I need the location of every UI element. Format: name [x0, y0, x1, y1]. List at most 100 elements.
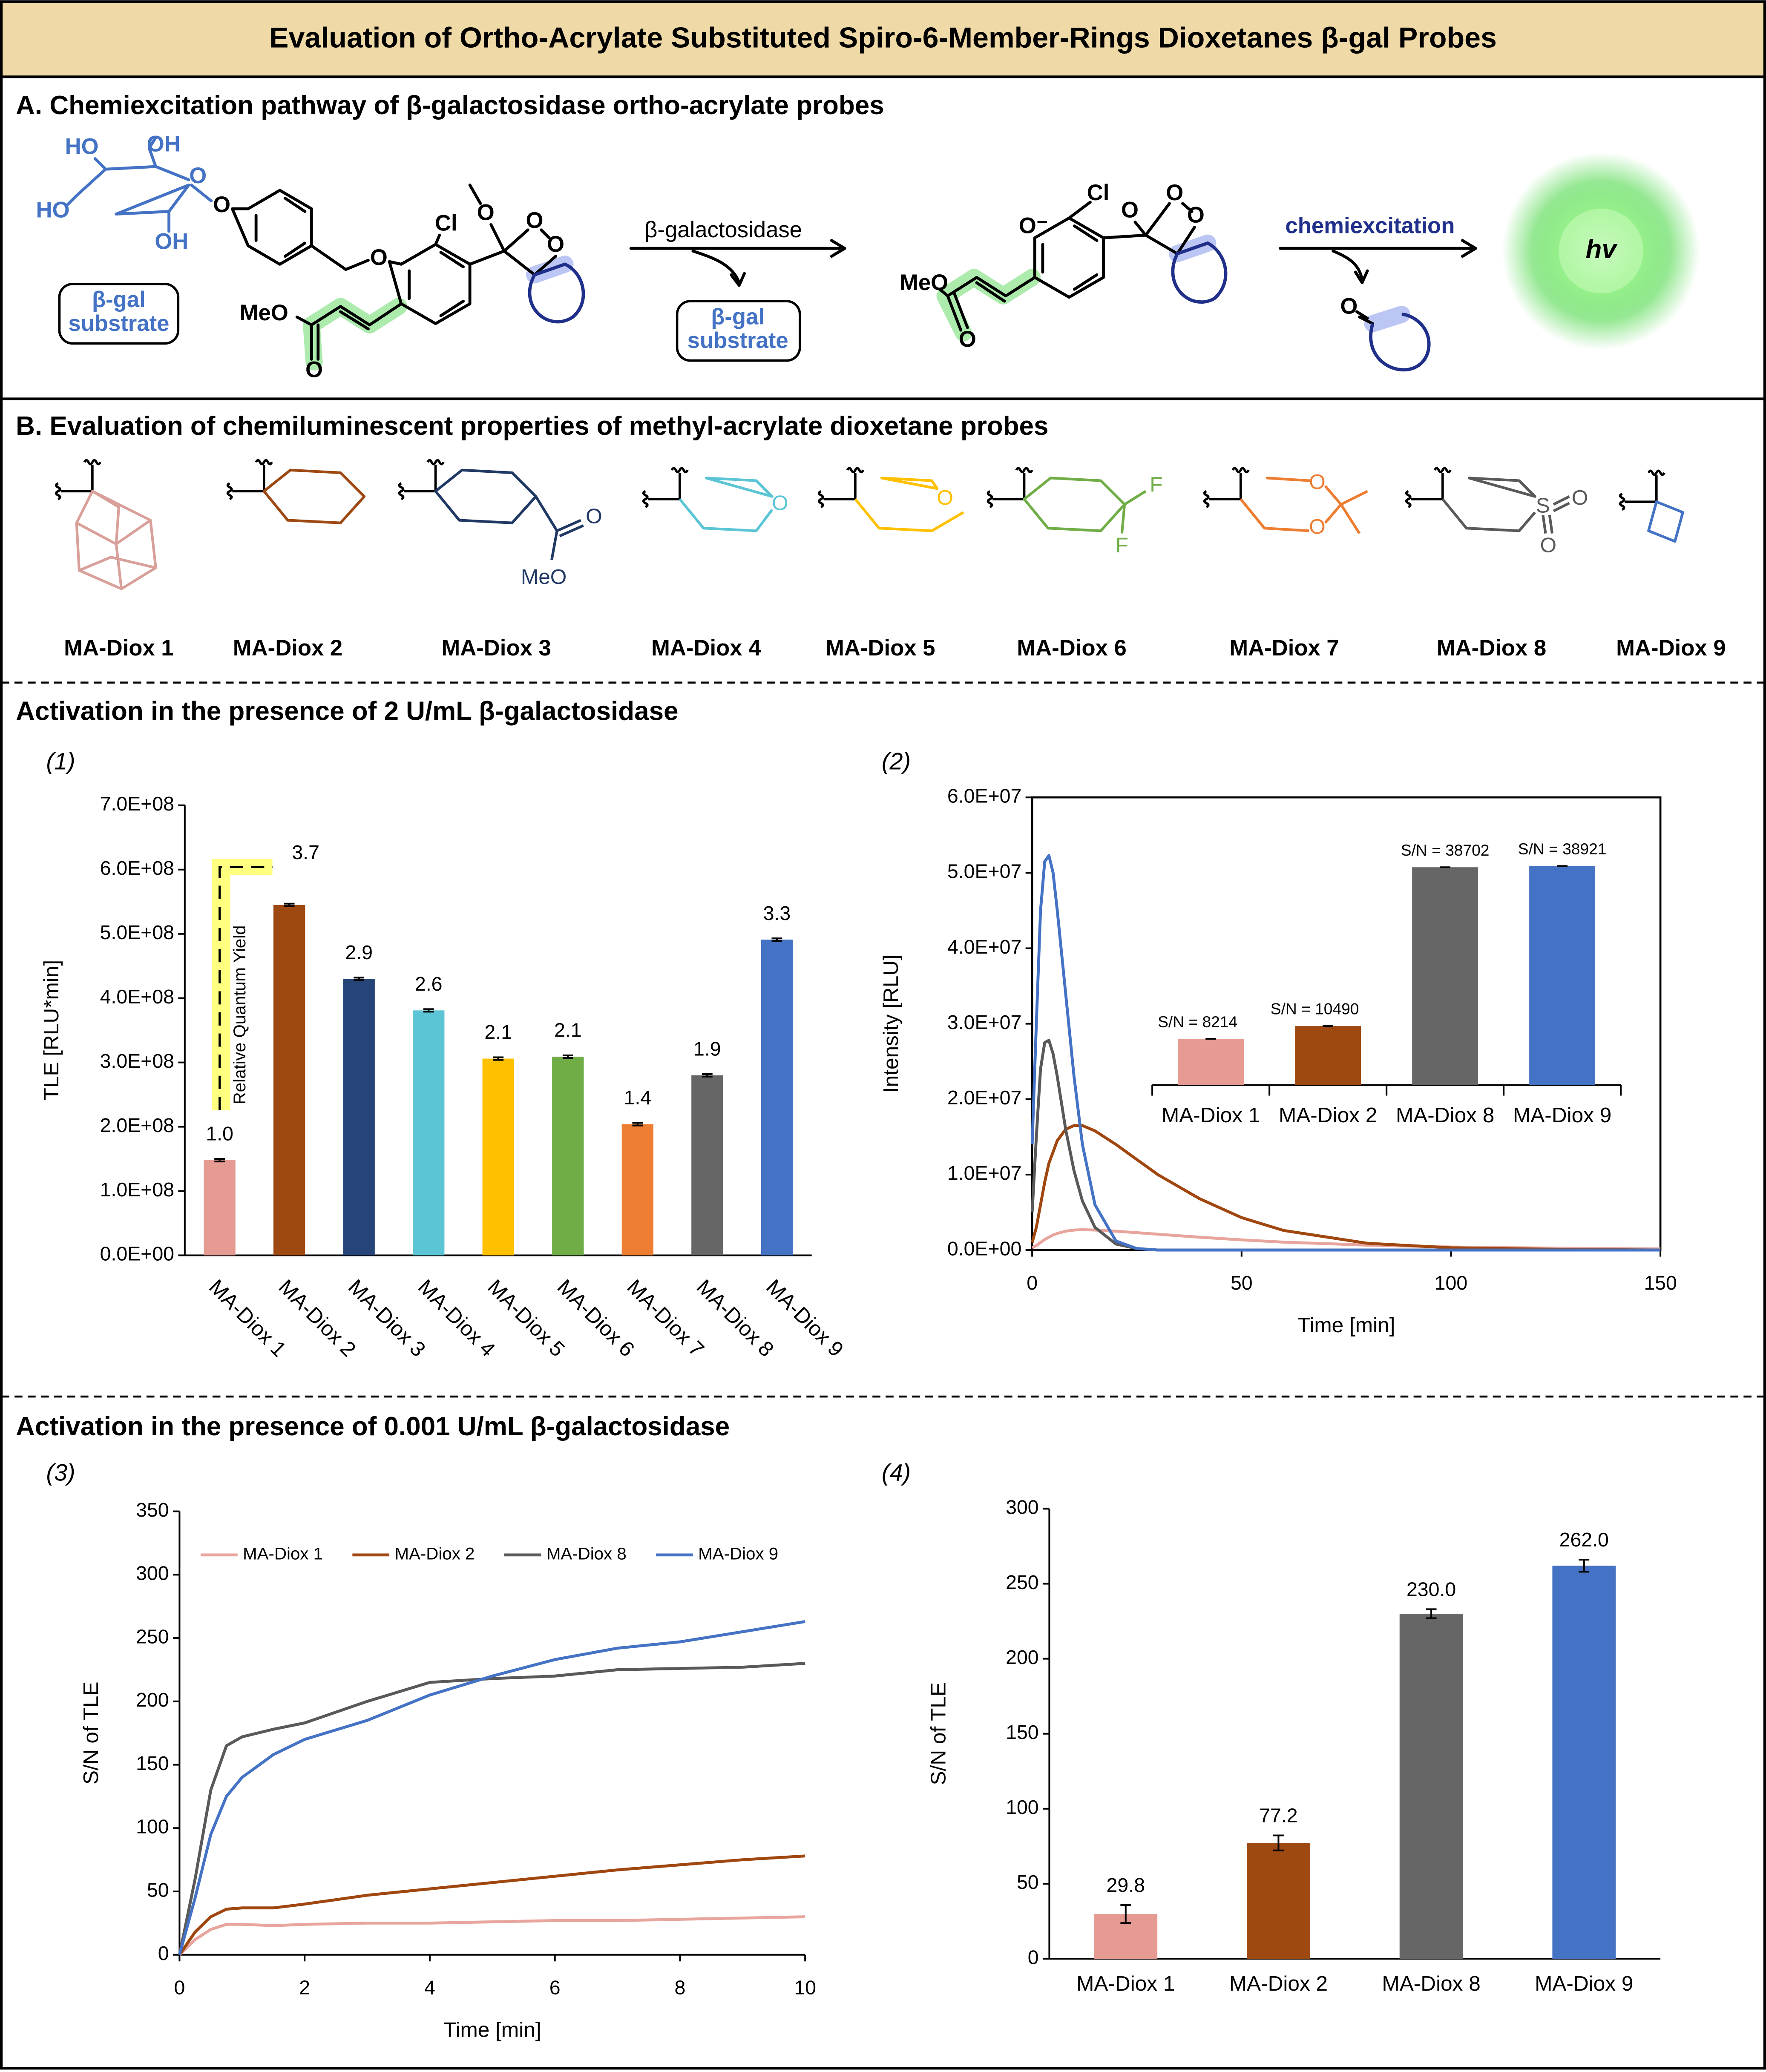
y-tick-label: 200: [136, 1689, 169, 1711]
value-label: 77.2: [1259, 1804, 1297, 1826]
bar: [413, 1010, 445, 1256]
bar: [273, 905, 305, 1256]
error-bar: [1120, 1904, 1131, 1924]
ring: [1647, 500, 1684, 543]
annotation: 2.1: [484, 1021, 512, 1043]
error-bar: [1273, 1834, 1284, 1851]
inset-bar: [1295, 1026, 1361, 1085]
inset-bar: [1178, 1039, 1244, 1085]
panel-b-title: B. Evaluation of chemiluminescent proper…: [16, 411, 1048, 441]
probe-structures: MA-Diox 1 MA-Diox 2 O MeO MA-Diox 3 O MA-Diox …: [55, 459, 1726, 661]
annotation-title: Relative Quantum Yield: [230, 925, 249, 1105]
wavy-bond: [1619, 469, 1665, 511]
title-bar: [0, 0, 1766, 78]
error-bar: [632, 1122, 643, 1127]
y-tick-label: 0: [1028, 1946, 1039, 1968]
y-tick-label: 50: [147, 1879, 169, 1901]
y-tick-label: 50: [1017, 1871, 1039, 1893]
atom: O: [1121, 197, 1139, 222]
error-bar: [562, 1055, 573, 1059]
atom: O: [1166, 180, 1183, 205]
x-tick-label: 8: [675, 1977, 686, 1999]
substituent: [550, 519, 584, 560]
annotation: 3.7: [292, 841, 319, 863]
probe: S O O: [1405, 467, 1588, 557]
ring: [1441, 477, 1536, 532]
chart: (3) S/N of TLE 0 50 100 150 200 250 300 350 0 2 4 6 8 1…: [46, 1460, 816, 2042]
probe-name: MA-Diox 4: [651, 635, 761, 661]
probe-name: MA-Diox 3: [441, 635, 551, 661]
atom: O: [937, 486, 953, 509]
atom: O: [586, 504, 602, 528]
inset-bar: [1529, 866, 1596, 1085]
inset-category: MA-Diox 9: [1513, 1103, 1611, 1127]
wavy-bond: [226, 459, 273, 500]
substrate-label: β-gal: [711, 304, 765, 329]
atom: MeO: [521, 565, 567, 589]
ring: [854, 477, 964, 532]
x-tick-label: 4: [424, 1977, 435, 1999]
bar: [343, 979, 375, 1256]
y-tick-label: 2.0E+07: [947, 1086, 1021, 1109]
probe: O MeO: [398, 459, 602, 589]
arrow: [629, 239, 846, 287]
y-tick-label: 150: [1006, 1721, 1039, 1743]
wavy-bond: [1405, 467, 1452, 509]
atom: O: [526, 208, 543, 233]
ring: [75, 490, 157, 590]
probe: FF: [987, 467, 1163, 557]
atom: O: [959, 327, 976, 352]
probe-name: MA-Diox 1: [64, 635, 173, 661]
legend-label: MA-Diox 1: [243, 1544, 323, 1563]
ketone-ring: [1369, 313, 1431, 372]
substrate-box: [58, 283, 180, 345]
bar: [621, 1124, 654, 1256]
bar: [482, 1058, 514, 1256]
x-tick-label: 0: [174, 1977, 185, 1999]
panel-label: (4): [882, 1460, 911, 1486]
y-tick-label: 7.0E+08: [100, 793, 174, 815]
spiro-ring: [1171, 241, 1228, 304]
emission-label: hv: [1586, 235, 1618, 264]
chart: (2) Intensity [RLU] 0.0E+00 1.0E+07 2.0E+07 3…: [879, 748, 1677, 1336]
atom: O: [213, 192, 230, 217]
atom: Cl: [435, 210, 457, 236]
step-label: chemiexcitation: [1285, 213, 1455, 239]
atom: O: [547, 232, 564, 257]
series-line: [178, 1620, 805, 1955]
y-tick-label: 0.0E+00: [100, 1243, 174, 1265]
annotation: 1.4: [624, 1086, 652, 1109]
spiro-ring: [528, 262, 585, 324]
x-tick-label: 100: [1435, 1272, 1468, 1294]
y-tick-label: 350: [136, 1499, 169, 1521]
y-tick-label: 300: [136, 1562, 169, 1584]
light-core: [1559, 209, 1643, 293]
ring: [434, 468, 558, 532]
x-tick-label: MA-Diox 9: [1535, 1971, 1633, 1995]
atom: O⁻: [1019, 213, 1048, 239]
error-bar: [493, 1056, 504, 1061]
section-heading: Activation in the presence of 0.001 U/mL…: [16, 1412, 730, 1441]
substrate-label: substrate: [68, 311, 169, 336]
probe-name: MA-Diox 9: [1616, 635, 1726, 661]
annotation: 3.3: [763, 902, 791, 924]
value-label: 29.8: [1107, 1874, 1145, 1896]
error-bar: [1579, 1559, 1590, 1573]
atom: MeO: [900, 270, 948, 295]
y-tick-label: 250: [136, 1625, 169, 1647]
atom: O: [1309, 514, 1326, 538]
atom: O: [1187, 203, 1205, 228]
y-tick-label: 0.0E+00: [947, 1237, 1021, 1259]
inset-value-label: S/N = 10490: [1271, 1000, 1359, 1018]
probe: O: [818, 467, 964, 532]
error-bar: [284, 902, 295, 907]
annotation: 1.9: [693, 1037, 721, 1060]
error-bar: [423, 1008, 434, 1013]
legend-label: MA-Diox 8: [546, 1544, 627, 1563]
y-axis-label: S/N of TLE: [79, 1681, 103, 1785]
probe: OO: [1203, 467, 1368, 538]
ring: [679, 477, 774, 532]
y-tick-label: 100: [136, 1816, 169, 1838]
bar: [1399, 1613, 1463, 1959]
